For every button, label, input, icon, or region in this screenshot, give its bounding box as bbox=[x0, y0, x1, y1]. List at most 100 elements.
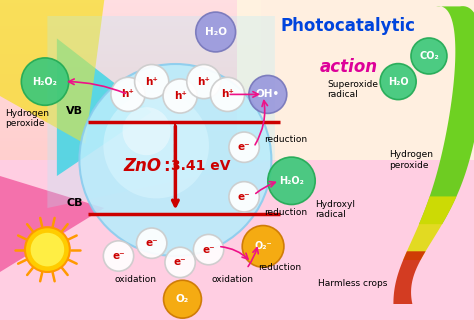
Text: Superoxide
radical: Superoxide radical bbox=[327, 80, 378, 99]
Bar bbox=[0, 144, 261, 147]
Text: h⁺: h⁺ bbox=[145, 76, 158, 87]
Bar bbox=[0, 115, 261, 118]
Polygon shape bbox=[393, 251, 426, 304]
Text: Hydrogen
peroxide: Hydrogen peroxide bbox=[5, 109, 49, 128]
Bar bbox=[0, 112, 261, 115]
Bar bbox=[0, 102, 261, 106]
Text: e⁻: e⁻ bbox=[202, 244, 215, 255]
Circle shape bbox=[111, 77, 145, 111]
Text: reduction: reduction bbox=[264, 208, 308, 217]
Circle shape bbox=[123, 107, 171, 155]
Text: e⁻: e⁻ bbox=[238, 142, 250, 152]
Bar bbox=[0, 90, 261, 93]
Bar bbox=[0, 67, 261, 70]
Bar bbox=[0, 45, 261, 48]
Bar bbox=[0, 61, 261, 64]
Bar bbox=[0, 134, 261, 138]
Bar bbox=[0, 35, 261, 38]
Bar bbox=[0, 29, 261, 32]
Bar bbox=[0, 13, 261, 16]
Bar bbox=[0, 74, 261, 77]
Bar bbox=[0, 141, 261, 144]
Text: H₂O₂: H₂O₂ bbox=[279, 176, 304, 186]
Text: e⁻: e⁻ bbox=[174, 257, 186, 268]
Text: e⁻: e⁻ bbox=[112, 251, 125, 261]
Polygon shape bbox=[57, 38, 152, 176]
Text: H₂O: H₂O bbox=[388, 76, 409, 87]
Bar bbox=[0, 51, 261, 54]
Text: CO₂: CO₂ bbox=[419, 51, 439, 61]
Circle shape bbox=[21, 58, 69, 105]
Text: e⁻: e⁻ bbox=[146, 238, 158, 248]
Circle shape bbox=[164, 280, 201, 318]
Circle shape bbox=[268, 157, 315, 204]
Bar bbox=[0, 131, 261, 134]
Bar bbox=[0, 147, 261, 150]
Text: OH•: OH• bbox=[256, 89, 280, 100]
Circle shape bbox=[229, 182, 259, 212]
Bar bbox=[0, 10, 261, 13]
Text: Hydroxyl
radical: Hydroxyl radical bbox=[315, 200, 355, 219]
Text: h⁺: h⁺ bbox=[121, 89, 135, 100]
Bar bbox=[0, 83, 261, 86]
Bar bbox=[0, 54, 261, 58]
Bar bbox=[0, 154, 261, 157]
Bar bbox=[0, 70, 261, 74]
Text: reduction: reduction bbox=[258, 263, 301, 272]
Bar bbox=[0, 157, 261, 160]
Text: 3.41 eV: 3.41 eV bbox=[171, 159, 230, 173]
Circle shape bbox=[380, 64, 416, 100]
Polygon shape bbox=[0, 176, 104, 272]
Bar bbox=[0, 42, 261, 45]
Bar bbox=[0, 80, 261, 83]
Text: oxidation: oxidation bbox=[114, 276, 156, 284]
Bar bbox=[0, 26, 261, 29]
Text: H₂O₂: H₂O₂ bbox=[33, 76, 57, 87]
Circle shape bbox=[135, 65, 169, 99]
Text: h⁺: h⁺ bbox=[197, 76, 210, 87]
Bar bbox=[237, 0, 474, 160]
Bar bbox=[0, 48, 261, 51]
Text: O₂: O₂ bbox=[176, 294, 189, 304]
Circle shape bbox=[165, 247, 195, 277]
Text: H₂O: H₂O bbox=[205, 27, 227, 37]
Bar bbox=[0, 58, 261, 61]
Circle shape bbox=[242, 226, 284, 267]
Text: VB: VB bbox=[66, 106, 82, 116]
Polygon shape bbox=[403, 196, 456, 260]
Bar bbox=[0, 118, 261, 122]
Bar bbox=[0, 38, 261, 42]
Text: ZnO: ZnO bbox=[123, 157, 161, 175]
Circle shape bbox=[193, 235, 224, 265]
Circle shape bbox=[25, 227, 70, 272]
Bar bbox=[0, 96, 261, 99]
Circle shape bbox=[249, 76, 287, 113]
Bar bbox=[0, 64, 261, 67]
Circle shape bbox=[163, 79, 197, 113]
Text: Hydrogen
peroxide: Hydrogen peroxide bbox=[389, 150, 433, 170]
Text: reduction: reduction bbox=[264, 135, 308, 144]
Text: oxidation: oxidation bbox=[211, 276, 253, 284]
Circle shape bbox=[210, 77, 245, 111]
Circle shape bbox=[137, 228, 167, 258]
Text: :: : bbox=[164, 157, 170, 175]
Bar bbox=[0, 122, 261, 125]
Bar bbox=[0, 93, 261, 96]
Bar bbox=[0, 77, 261, 80]
Text: CB: CB bbox=[66, 198, 82, 208]
Circle shape bbox=[196, 12, 236, 52]
Bar bbox=[0, 6, 261, 10]
Bar bbox=[0, 125, 261, 128]
Bar bbox=[0, 106, 261, 109]
Bar bbox=[0, 128, 261, 131]
Text: e⁻: e⁻ bbox=[238, 192, 250, 202]
Text: Photocatalytic: Photocatalytic bbox=[281, 17, 416, 35]
Bar bbox=[0, 109, 261, 112]
Text: O₂⁻: O₂⁻ bbox=[254, 241, 272, 252]
Bar bbox=[0, 86, 261, 90]
Bar bbox=[0, 138, 261, 141]
Circle shape bbox=[187, 65, 221, 99]
Circle shape bbox=[103, 241, 134, 271]
Polygon shape bbox=[0, 0, 104, 144]
Circle shape bbox=[31, 233, 64, 267]
